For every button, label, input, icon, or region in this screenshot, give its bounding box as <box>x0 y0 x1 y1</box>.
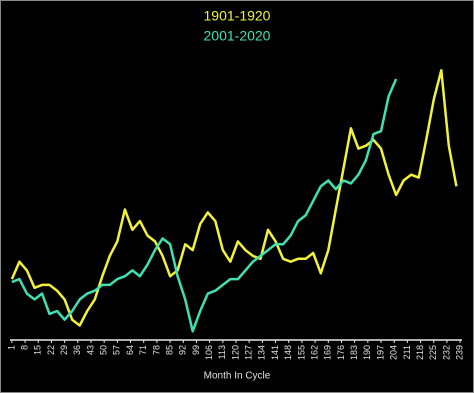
x-tick-label: 15 <box>33 345 43 355</box>
x-tick-label: 148 <box>283 345 293 360</box>
x-tick-label: 162 <box>309 345 319 360</box>
x-tick-label: 155 <box>296 345 306 360</box>
x-tick-label: 22 <box>46 345 56 355</box>
x-tick-label: 232 <box>441 345 451 360</box>
x-tick-label: 134 <box>257 345 267 360</box>
x-tick-label: 57 <box>112 345 122 355</box>
x-tick-label: 120 <box>230 345 240 360</box>
x-tick-label: 204 <box>389 345 399 360</box>
x-tick-label: 1 <box>6 345 16 350</box>
x-tick-label: 176 <box>336 345 346 360</box>
x-tick-label: 92 <box>178 345 188 355</box>
x-tick-label: 169 <box>323 345 333 360</box>
legend-entry: 1901-1920 <box>204 8 271 24</box>
x-tick-label: 183 <box>349 345 359 360</box>
x-tick-label: 225 <box>428 345 438 360</box>
x-tick-label: 78 <box>151 345 161 355</box>
legend-entry: 2001-2020 <box>204 28 271 44</box>
x-tick-label: 127 <box>244 345 254 360</box>
x-axis-title: Month In Cycle <box>204 371 271 382</box>
x-tick-label: 36 <box>72 345 82 355</box>
x-tick-label: 197 <box>375 345 385 360</box>
series-line <box>10 69 458 327</box>
x-tick-label: 64 <box>125 345 135 355</box>
x-tick-label: 239 <box>454 345 464 360</box>
x-tick-label: 71 <box>138 345 148 355</box>
x-tick-label: 8 <box>19 345 29 350</box>
x-tick-label: 50 <box>99 345 109 355</box>
x-tick-label: 85 <box>164 345 174 355</box>
x-tick-label: 43 <box>85 345 95 355</box>
x-tick-label: 113 <box>217 345 227 359</box>
x-tick-label: 141 <box>270 345 280 360</box>
x-tick-label: 106 <box>204 345 214 360</box>
x-tick-label: 29 <box>59 345 69 355</box>
x-tick-label: 99 <box>191 345 201 355</box>
series-line <box>11 78 398 333</box>
x-tick-label: 190 <box>362 345 372 360</box>
x-tick-label: 211 <box>402 345 412 359</box>
x-tick-label: 218 <box>415 345 425 360</box>
